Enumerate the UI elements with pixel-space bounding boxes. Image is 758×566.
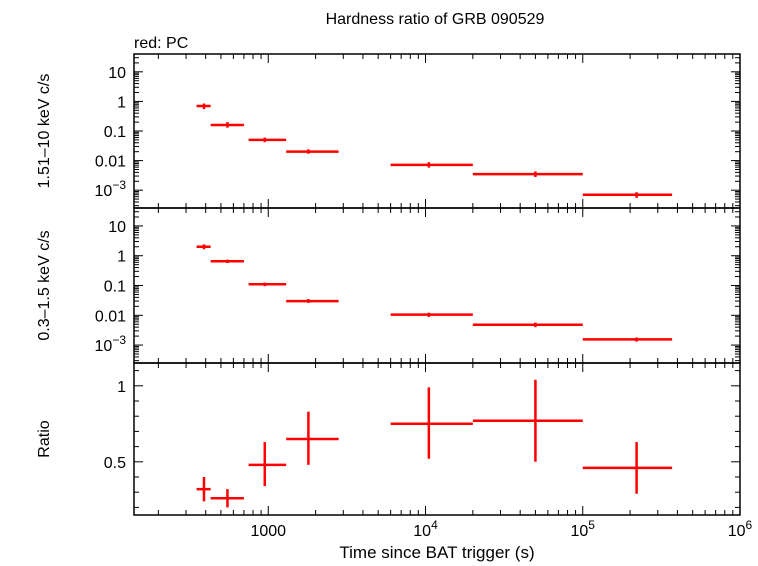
y-tick-label: 0.01 — [95, 154, 126, 171]
y-tick-label: 1 — [117, 379, 126, 396]
data-point — [582, 192, 673, 198]
data-point — [210, 122, 244, 128]
x-tick-label-base: 10 — [413, 523, 431, 540]
data-point — [286, 299, 339, 303]
data-point — [390, 312, 473, 317]
panel-1-frame — [133, 53, 741, 209]
data-point — [472, 171, 583, 177]
y-tick-label: 1 — [117, 94, 126, 111]
data-point — [196, 477, 211, 502]
data-point — [390, 162, 473, 168]
x-tick-label: 105 — [571, 518, 596, 540]
y-tick-label-base: 10 — [95, 183, 113, 200]
data-point — [248, 282, 287, 287]
y-tick-label: 10 — [108, 219, 126, 236]
data-point — [210, 259, 244, 263]
y-tick-label: 0.1 — [104, 279, 126, 296]
x-tick-label: 106 — [728, 518, 753, 540]
x-tick-label-exponent: 4 — [431, 518, 438, 532]
y-tick-label-exponent: −3 — [112, 178, 126, 192]
y-tick-label: 0.1 — [104, 124, 126, 141]
panel-3-frame — [133, 362, 741, 516]
y-tick-label: 1 — [117, 249, 126, 266]
y-tick-label: 10 — [108, 65, 126, 82]
data-point — [390, 387, 473, 459]
data-point — [196, 244, 211, 250]
data-point — [248, 137, 287, 143]
data-point — [286, 411, 339, 465]
x-tick-label-exponent: 6 — [746, 518, 753, 532]
x-tick-label: 104 — [413, 518, 438, 540]
y-tick-label-base: 10 — [95, 338, 113, 355]
data-point — [248, 442, 287, 487]
data-point — [472, 322, 583, 328]
chart-title: Hardness ratio of GRB 090529 — [326, 11, 545, 28]
y-axis-label: Ratio — [36, 420, 53, 457]
data-point — [196, 103, 211, 110]
y-tick-label-exponent: −3 — [112, 333, 126, 347]
x-tick-label-base: 10 — [728, 523, 746, 540]
data-point — [286, 149, 339, 154]
y-tick-label: 10−3 — [95, 333, 127, 355]
x-tick-label-exponent: 5 — [588, 518, 595, 532]
y-tick-label: 0.5 — [104, 455, 126, 472]
chart-subtitle: red: PC — [134, 35, 188, 52]
x-tick-label-base: 10 — [571, 523, 589, 540]
y-tick-label: 0.01 — [95, 308, 126, 325]
data-point — [472, 379, 583, 462]
y-axis-label: 0.3–1.5 keV c/s — [36, 230, 53, 340]
panel-3: 1 0.5 Ratio — [36, 362, 741, 516]
data-point — [210, 489, 244, 508]
data-point — [582, 337, 673, 342]
y-tick-label: 10−3 — [95, 178, 127, 200]
y-axis-label: 1.51–10 keV c/s — [36, 74, 53, 189]
x-tick-label: 1000 — [250, 523, 286, 540]
data-point — [582, 442, 673, 494]
x-axis-label: Time since BAT trigger (s) — [339, 543, 534, 562]
